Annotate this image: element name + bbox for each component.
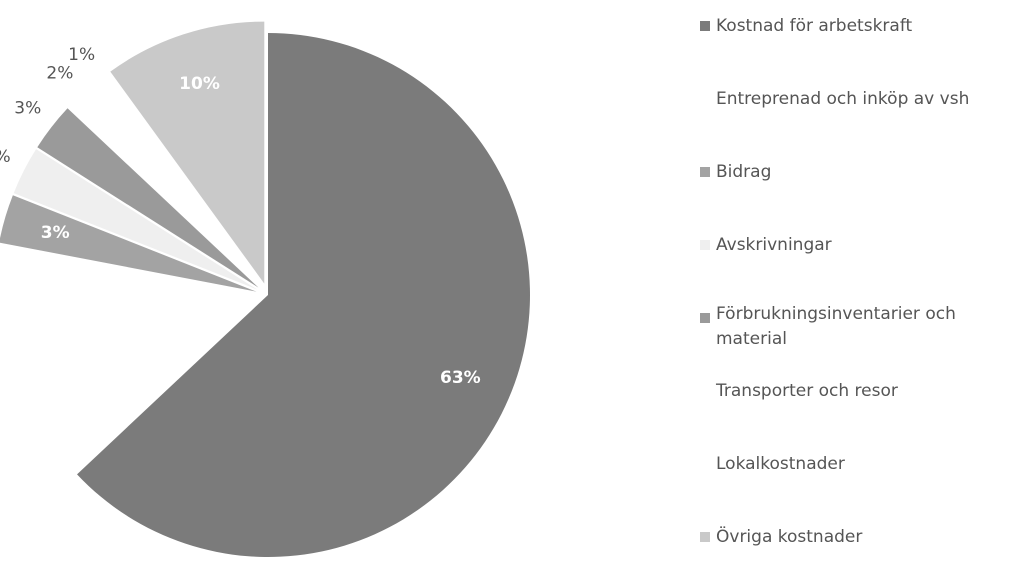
pie-slice [110,21,265,284]
legend-label: Övriga kostnader [716,525,862,547]
legend-swatch [700,21,710,31]
data-label: 3% [0,147,11,167]
legend-swatch [700,167,710,177]
pie-slice [0,195,257,292]
pie-slice [68,83,261,287]
pie-slice [37,108,259,288]
data-label: 3% [41,223,70,243]
pie-slice [13,149,258,290]
data-label: 63% [440,368,481,388]
legend-label: Kostnad för arbetskraft [716,16,913,36]
legend-label: Entreprenad och inköp av vsh [716,89,969,109]
legend-label: Förbrukningsinventarier och material [716,304,956,349]
data-label: 15% [35,347,76,367]
legend-swatch [700,313,710,323]
legend-swatch [700,240,710,250]
legend-swatch [700,532,710,542]
data-label: 10% [179,74,220,94]
data-label: 2% [46,63,73,83]
legend-label: Transporter och resor [715,381,898,401]
legend-swatch [700,386,710,396]
pie-slice [92,72,262,286]
legend-swatch [700,94,710,104]
data-label: 1% [68,45,95,65]
legend-swatch [700,459,710,469]
pie-slice [0,248,258,479]
legend-label: Bidrag [716,162,771,182]
legend-label: Lokalkostnader [716,454,845,474]
legend-label: Avskrivningar [716,235,832,255]
pie-slice [77,33,530,557]
data-label: 3% [14,99,41,119]
